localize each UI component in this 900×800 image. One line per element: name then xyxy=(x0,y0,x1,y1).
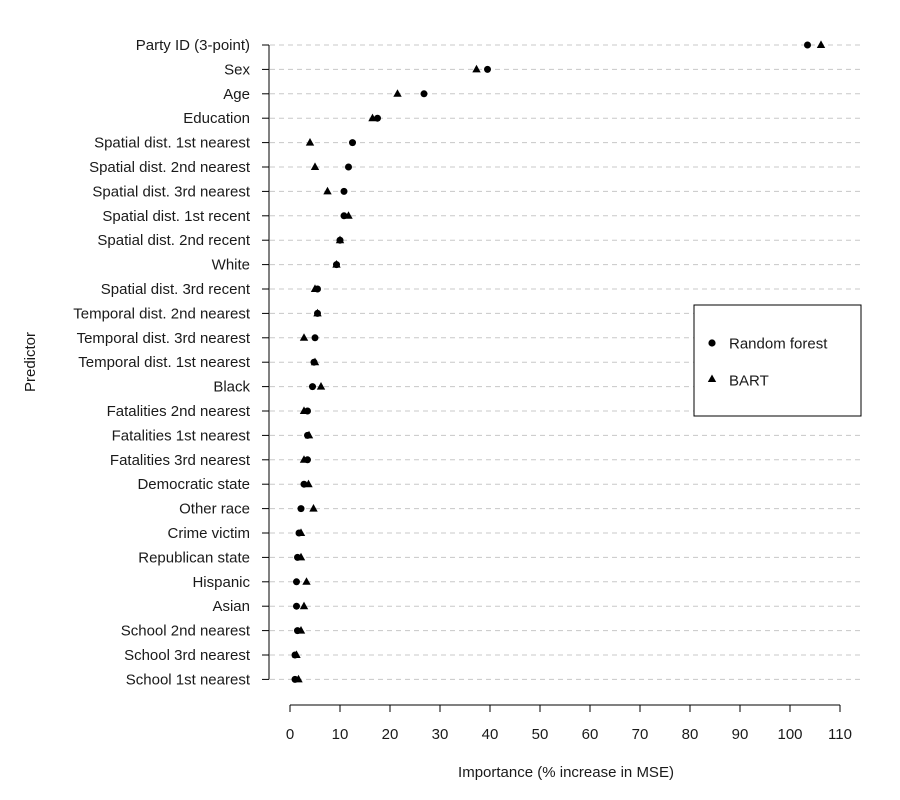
bart-point-spatial-dist-2nd-nearest xyxy=(310,162,320,170)
x-tick-label-30: 30 xyxy=(432,726,449,743)
rf-point-other-race xyxy=(297,505,305,513)
y-tick-label-school-1st-nearest: School 1st nearest xyxy=(126,671,251,688)
x-tick-label-110: 110 xyxy=(828,726,852,743)
bart-point-school-3rd-nearest xyxy=(292,650,301,658)
y-tick-label-spatial-dist-1st-nearest: Spatial dist. 1st nearest xyxy=(94,135,251,152)
y-tick-label-white: White xyxy=(212,257,250,274)
bart-point-education xyxy=(368,113,377,122)
y-tick-label-crime-victim: Crime victim xyxy=(168,525,251,542)
y-tick-label-party-id-3-point: Party ID (3-point) xyxy=(136,37,250,54)
y-tick-label-fatalities-2nd-nearest: Fatalities 2nd nearest xyxy=(107,403,251,420)
y-tick-label-hispanic: Hispanic xyxy=(192,574,250,591)
x-tick-label-0: 0 xyxy=(286,726,294,743)
bart-point-fatalities-2nd-nearest xyxy=(299,406,309,414)
bart-point-age xyxy=(393,89,402,97)
bart-point-temporal-dist-3rd-nearest xyxy=(299,333,309,341)
rf-point-temporal-dist-3rd-nearest xyxy=(311,334,319,342)
legend: Random forest BART xyxy=(693,304,862,417)
y-tick-label-democratic-state: Democratic state xyxy=(137,476,250,493)
bart-point-temporal-dist-2nd-nearest xyxy=(313,308,322,317)
bart-point-white xyxy=(332,260,341,268)
x-tick-label-80: 80 xyxy=(682,726,699,743)
bart-point-school-2nd-nearest xyxy=(296,626,306,634)
bart-point-hispanic xyxy=(302,577,311,585)
rf-point-sex xyxy=(484,65,491,73)
x-tick-label-40: 40 xyxy=(482,726,499,743)
bart-point-fatalities-1st-nearest xyxy=(304,430,314,439)
bart-point-school-1st-nearest xyxy=(294,674,303,683)
bart-point-sex xyxy=(472,64,481,73)
bart-point-spatial-dist-1st-recent xyxy=(344,211,353,219)
bart-point-party-id-3-point xyxy=(816,40,826,48)
bart-point-republican-state xyxy=(296,552,306,561)
y-tick-label-spatial-dist-2nd-nearest: Spatial dist. 2nd nearest xyxy=(89,159,251,176)
y-tick-label-fatalities-1st-nearest: Fatalities 1st nearest xyxy=(112,427,251,444)
bart-point-temporal-dist-1st-nearest xyxy=(310,357,320,366)
x-tick-label-90: 90 xyxy=(732,726,749,743)
y-tick-label-education: Education xyxy=(183,110,250,127)
bart-point-other-race xyxy=(309,504,318,512)
y-tick-label-temporal-dist-3rd-nearest: Temporal dist. 3rd nearest xyxy=(77,330,251,347)
legend-label-random-forest: Random forest xyxy=(729,336,828,353)
bart-point-spatial-dist-2nd-recent xyxy=(335,235,345,244)
y-tick-label-other-race: Other race xyxy=(179,501,250,518)
legend-label-bart: BART xyxy=(729,373,769,390)
rf-point-hispanic xyxy=(293,578,300,586)
y-axis-title: Predictor xyxy=(22,332,39,392)
x-tick-label-50: 50 xyxy=(532,726,549,743)
legend-marker-random-forest xyxy=(708,339,716,347)
y-tick-label-sex: Sex xyxy=(224,61,250,78)
y-tick-label-school-2nd-nearest: School 2nd nearest xyxy=(121,623,251,640)
y-tick-label-fatalities-3rd-nearest: Fatalities 3rd nearest xyxy=(110,452,251,469)
y-tick-labels: Party ID (3-point) Sex Age Education Spatial… xyxy=(73,37,251,688)
y-tick-label-asian: Asian xyxy=(212,598,250,615)
x-axis xyxy=(289,704,841,712)
x-tick-label-20: 20 xyxy=(382,726,399,743)
y-tick-label-spatial-dist-3rd-nearest: Spatial dist. 3rd nearest xyxy=(92,183,250,200)
bart-point-spatial-dist-3rd-nearest xyxy=(323,186,332,195)
y-tick-label-age: Age xyxy=(223,86,250,103)
y-tick-label-spatial-dist-1st-recent: Spatial dist. 1st recent xyxy=(102,208,250,225)
rf-point-age xyxy=(420,90,428,98)
bart-point-spatial-dist-3rd-recent xyxy=(310,284,320,292)
y-tick-label-spatial-dist-3rd-recent: Spatial dist. 3rd recent xyxy=(101,281,251,298)
bart-point-democratic-state xyxy=(304,479,313,488)
x-axis-title: Importance (% increase in MSE) xyxy=(458,764,674,781)
rf-point-spatial-dist-1st-nearest xyxy=(349,139,356,147)
x-tick-label-10: 10 xyxy=(332,726,349,743)
rf-point-spatial-dist-2nd-nearest xyxy=(345,163,352,171)
y-tick-label-spatial-dist-2nd-recent: Spatial dist. 2nd recent xyxy=(97,232,250,249)
y-tick-label-temporal-dist-1st-nearest: Temporal dist. 1st nearest xyxy=(78,354,251,371)
y-tick-label-republican-state: Republican state xyxy=(138,549,250,566)
bart-point-black xyxy=(316,382,326,390)
rf-point-asian xyxy=(293,602,300,610)
legend-box xyxy=(693,304,862,417)
rf-point-party-id-3-point xyxy=(804,41,811,49)
legend-marker-bart xyxy=(707,374,717,382)
x-tick-label-100: 100 xyxy=(777,726,802,743)
bart-point-fatalities-3rd-nearest xyxy=(299,455,309,463)
y-axis xyxy=(262,44,270,680)
bart-point-crime-victim xyxy=(296,528,306,536)
x-tick-label-70: 70 xyxy=(632,726,649,743)
y-tick-label-school-3rd-nearest: School 3rd nearest xyxy=(124,647,251,664)
data-points xyxy=(291,40,826,683)
rf-point-black xyxy=(309,383,316,391)
bart-point-asian xyxy=(299,601,309,610)
y-tick-label-temporal-dist-2nd-nearest: Temporal dist. 2nd nearest xyxy=(73,305,251,322)
bart-point-spatial-dist-1st-nearest xyxy=(305,138,315,146)
y-tick-label-black: Black xyxy=(213,379,250,396)
rf-point-spatial-dist-3rd-nearest xyxy=(340,187,348,195)
x-tick-label-60: 60 xyxy=(582,726,599,743)
x-tick-labels: 0 10 20 30 40 50 60 70 80 90 100 110 xyxy=(286,726,852,743)
